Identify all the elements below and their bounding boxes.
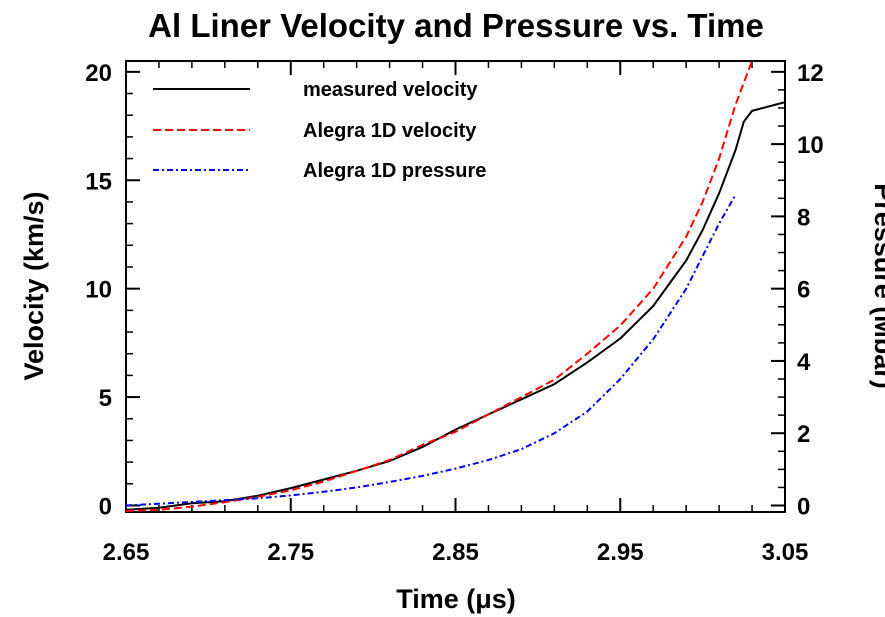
x-tick-label: 2.95: [597, 539, 644, 566]
y-right-tick-label: 10: [797, 132, 824, 159]
y-axis-left: 0 5 10 15 20: [85, 60, 140, 520]
y-left-tick-label: 20: [85, 60, 112, 87]
y-right-tick-label: 12: [797, 60, 824, 87]
x-tick-label: 2.65: [103, 539, 150, 566]
series-layer: [125, 60, 786, 512]
alegra-pressure-line: [125, 194, 737, 507]
y-axis-left-title: Velocity (km/s): [19, 191, 49, 380]
y-left-tick-label: 5: [99, 385, 112, 412]
x-tick-label: 3.05: [762, 539, 809, 566]
chart-title: Al Liner Velocity and Pressure vs. Time: [148, 7, 764, 44]
y-axis-right: 0 2 4 6 8 10 12: [771, 60, 824, 520]
x-axis: 2.65 2.75 2.85 2.95 3.05: [103, 61, 809, 566]
alegra-velocity-line: [125, 60, 753, 512]
legend-label-measured-velocity: measured velocity: [303, 79, 478, 101]
y-left-tick-label: 15: [85, 168, 112, 195]
y-left-tick-label: 0: [99, 493, 112, 520]
x-tick-label: 2.75: [267, 539, 314, 566]
y-axis-right-title: Pressure (Mbar): [869, 183, 885, 389]
x-tick-label: 2.85: [432, 539, 479, 566]
legend: measured velocity Alegra 1D velocity Ale…: [153, 79, 486, 182]
y-left-tick-label: 10: [85, 277, 112, 304]
y-right-tick-label: 2: [797, 421, 810, 448]
y-right-tick-label: 4: [797, 349, 811, 376]
measured-velocity-line: [125, 101, 786, 511]
x-axis-title: Time (μs): [396, 584, 516, 614]
y-right-tick-label: 0: [797, 493, 810, 520]
y-right-tick-label: 8: [797, 204, 810, 231]
legend-label-alegra-velocity: Alegra 1D velocity: [303, 120, 477, 142]
y-right-tick-label: 6: [797, 277, 810, 304]
legend-label-alegra-pressure: Alegra 1D pressure: [303, 160, 486, 182]
